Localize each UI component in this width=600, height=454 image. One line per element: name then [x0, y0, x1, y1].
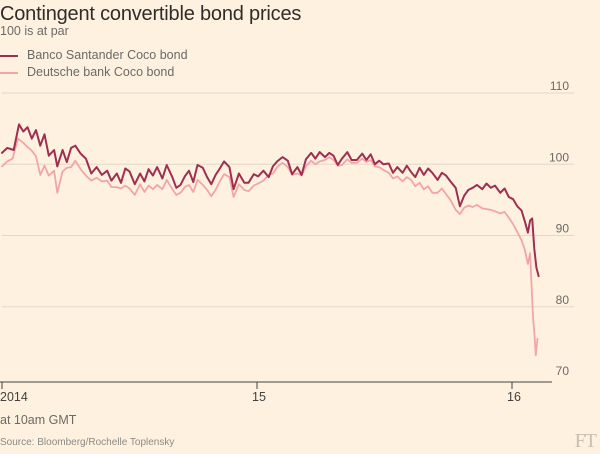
y-axis-tick-labels: 70 80 90 100 110: [549, 79, 569, 378]
y-tick-label-90: 90: [556, 222, 570, 236]
legend-swatch-santander: [0, 55, 18, 57]
series-line-santander: [1, 123, 540, 278]
x-tick-label-16: 16: [507, 390, 521, 404]
timing-note: at 10am GMT: [0, 413, 77, 427]
y-tick-label-80: 80: [556, 293, 570, 307]
y-tick-label-110: 110: [550, 79, 569, 93]
x-tick-label-2014: 2014: [0, 390, 28, 404]
legend-swatch-deutsche: [0, 72, 18, 74]
grid-lines: [2, 92, 574, 308]
legend-label-santander: Banco Santander Coco bond: [27, 48, 188, 62]
legend-label-deutsche: Deutsche bank Coco bond: [27, 65, 175, 79]
y-tick-label-70: 70: [556, 364, 570, 378]
chart-title: Contingent convertible bond prices: [0, 3, 302, 25]
x-axis: 2014 15 16: [0, 381, 552, 404]
source-note: Source: Bloomberg/Rochelle Toplensky: [0, 437, 175, 448]
chart-subtitle: 100 is at par: [0, 24, 69, 38]
series-lines: [1, 123, 540, 357]
series-line-deutsche: [1, 137, 539, 357]
ft-logo: FT: [574, 430, 597, 452]
x-tick-label-15: 15: [252, 390, 266, 404]
y-tick-label-100: 100: [549, 150, 569, 164]
